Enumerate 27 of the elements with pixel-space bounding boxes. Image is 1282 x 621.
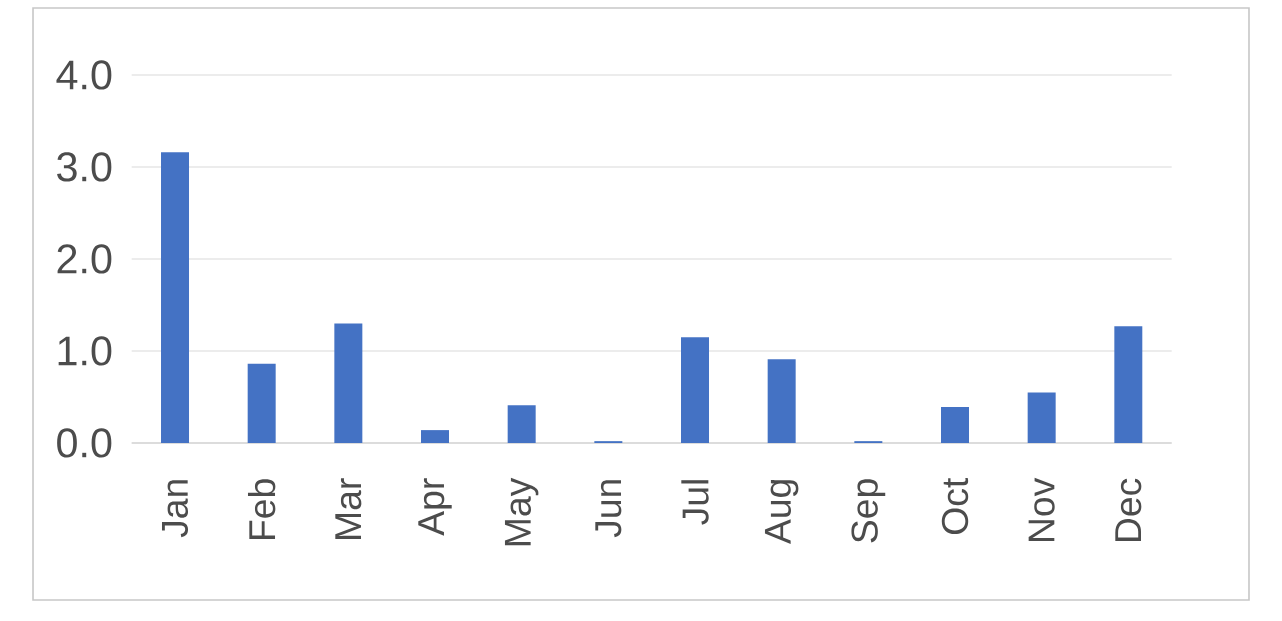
- x-tick-label: Oct: [941, 477, 969, 534]
- x-tick-label: Nov: [1028, 477, 1055, 542]
- x-tick-label: Mar: [335, 478, 362, 539]
- x-tick-label: Aug: [764, 480, 799, 545]
- x-tick-label: Dec: [1115, 478, 1142, 542]
- bar: [421, 430, 450, 443]
- x-tick-label: Sep: [851, 479, 886, 543]
- x-tick-label: Feb: [247, 479, 276, 539]
- x-tick-label: Jul: [681, 480, 709, 525]
- bar: [1114, 326, 1143, 443]
- bar: [767, 359, 796, 443]
- y-tick-label: 3.0: [57, 152, 112, 182]
- x-tick-label: Jun: [595, 480, 622, 538]
- y-tick-label: 4.0: [56, 60, 112, 90]
- y-tick-label: 0.0: [57, 428, 112, 458]
- bar: [334, 323, 363, 443]
- bar: [1027, 392, 1056, 443]
- bar: [507, 405, 536, 443]
- bar: [681, 337, 710, 443]
- bar: [161, 152, 190, 443]
- bar: [941, 407, 969, 443]
- y-tick-label: 1.0: [58, 336, 112, 366]
- x-tick-label: May: [504, 477, 539, 546]
- x-tick-label: Jan: [161, 480, 189, 538]
- bar: [247, 363, 276, 443]
- x-tick-label: Apr: [418, 478, 452, 536]
- y-tick-label: 2.0: [57, 244, 112, 274]
